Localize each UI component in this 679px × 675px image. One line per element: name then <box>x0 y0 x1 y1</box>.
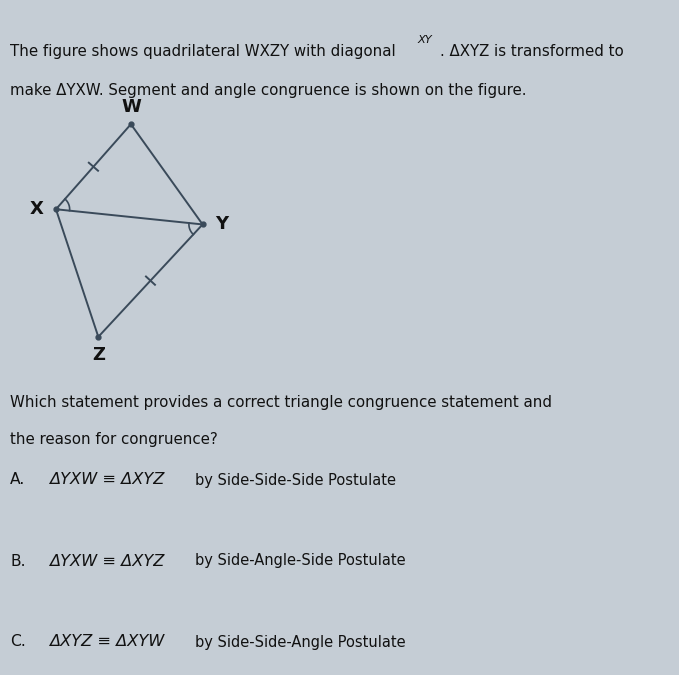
Text: Y: Y <box>216 215 229 234</box>
Text: ΔXYZ ≡ ΔXYW: ΔXYZ ≡ ΔXYW <box>49 634 164 649</box>
Text: make ΔYXW. Segment and angle congruence is shown on the figure.: make ΔYXW. Segment and angle congruence … <box>10 83 527 98</box>
Text: ΔYXW ≡ ΔXYZ: ΔYXW ≡ ΔXYZ <box>49 554 164 568</box>
Text: ΔYXW ≡ ΔXYZ: ΔYXW ≡ ΔXYZ <box>49 472 164 487</box>
Text: by Side-Side-Side Postulate: by Side-Side-Side Postulate <box>195 472 396 487</box>
Text: C.: C. <box>10 634 26 649</box>
Text: Z: Z <box>92 346 105 364</box>
Text: by Side-Side-Angle Postulate: by Side-Side-Angle Postulate <box>195 634 405 649</box>
Text: the reason for congruence?: the reason for congruence? <box>10 432 218 447</box>
Text: B.: B. <box>10 554 26 568</box>
Text: A.: A. <box>10 472 25 487</box>
Text: The figure shows quadrilateral WXZY with diagonal: The figure shows quadrilateral WXZY with… <box>10 44 396 59</box>
Text: Which statement provides a correct triangle congruence statement and: Which statement provides a correct trian… <box>10 395 552 410</box>
Text: . ΔXYZ is transformed to: . ΔXYZ is transformed to <box>440 44 624 59</box>
Text: by Side-Angle-Side Postulate: by Side-Angle-Side Postulate <box>195 554 405 568</box>
Text: W: W <box>121 99 141 117</box>
Text: XY: XY <box>418 35 433 45</box>
Text: X: X <box>29 200 43 218</box>
